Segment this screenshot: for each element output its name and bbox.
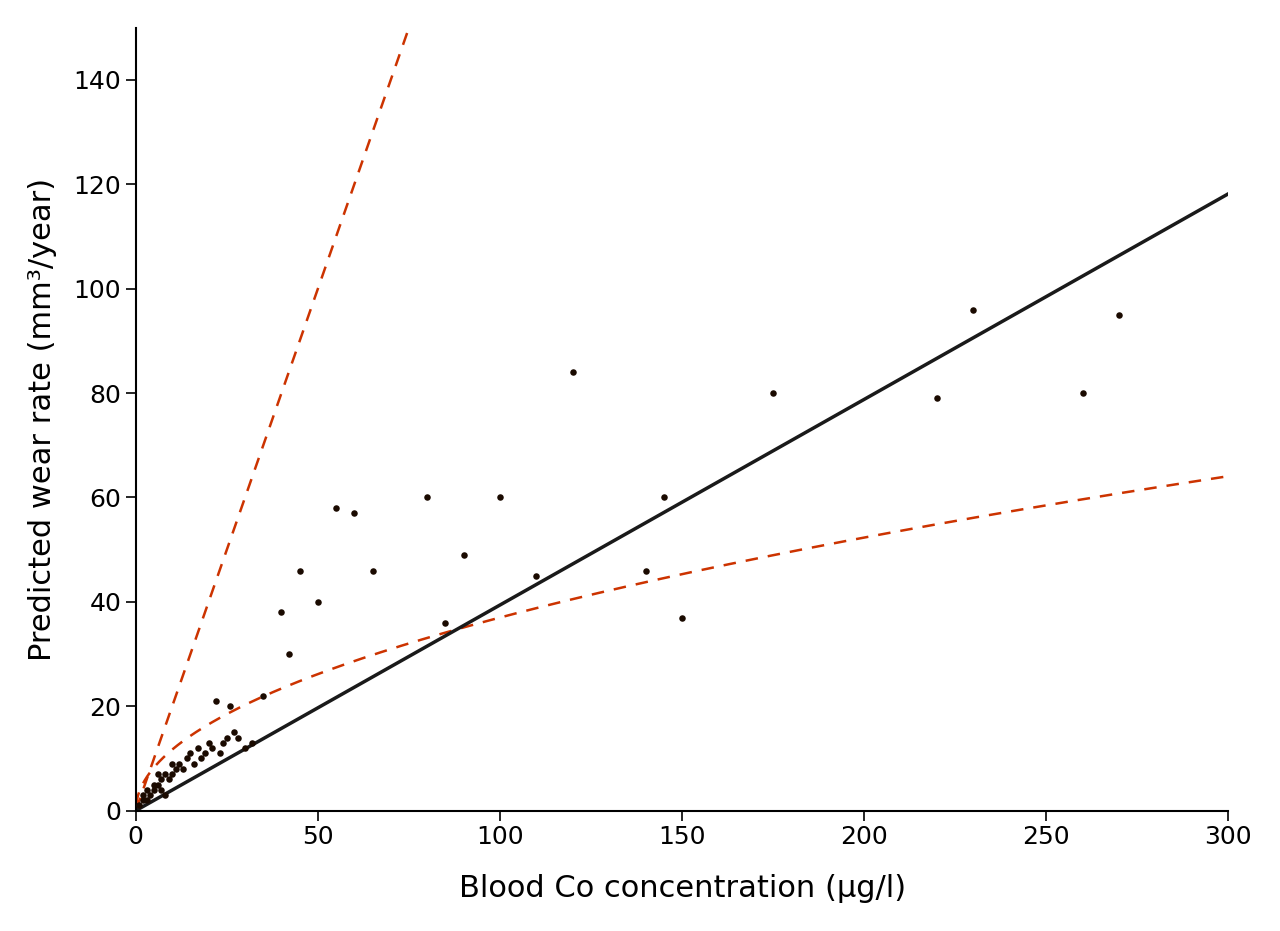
Point xyxy=(927,391,947,406)
Point xyxy=(137,793,157,808)
Point xyxy=(1108,307,1129,322)
Point xyxy=(490,490,511,505)
Point xyxy=(202,740,223,755)
Point xyxy=(143,782,164,797)
Point xyxy=(151,772,172,787)
Point xyxy=(206,694,227,708)
Point xyxy=(177,751,197,766)
Point xyxy=(173,762,193,776)
Point xyxy=(198,735,219,750)
Point xyxy=(763,385,783,400)
Point xyxy=(169,756,189,771)
Point xyxy=(184,756,205,771)
Point xyxy=(435,615,456,630)
Point xyxy=(253,688,274,703)
Point xyxy=(326,501,347,516)
Point xyxy=(147,777,168,792)
X-axis label: Blood Co concentration (μg/l): Blood Co concentration (μg/l) xyxy=(458,874,906,903)
Point xyxy=(151,782,172,797)
Point xyxy=(526,568,547,583)
Point xyxy=(362,563,383,578)
Point xyxy=(163,756,183,771)
Point xyxy=(271,605,292,620)
Point xyxy=(654,490,675,505)
Point xyxy=(210,746,230,761)
Point xyxy=(635,563,655,578)
Point xyxy=(964,303,984,317)
Point xyxy=(220,699,241,714)
Point xyxy=(191,751,211,766)
Point xyxy=(143,777,164,792)
Point xyxy=(180,746,201,761)
Point xyxy=(242,735,262,750)
Point xyxy=(163,766,183,781)
Point xyxy=(187,740,207,755)
Point xyxy=(672,610,692,625)
Point xyxy=(453,547,474,562)
Point xyxy=(165,762,186,776)
Point xyxy=(137,782,157,797)
Point xyxy=(563,365,584,380)
Point xyxy=(417,490,438,505)
Point xyxy=(307,594,328,609)
Point xyxy=(195,746,215,761)
Point xyxy=(133,793,154,808)
Point xyxy=(212,735,233,750)
Point xyxy=(344,506,365,520)
Point xyxy=(228,730,248,745)
Point xyxy=(140,788,160,803)
Point xyxy=(216,730,237,745)
Point xyxy=(147,766,168,781)
Point xyxy=(133,788,154,803)
Point xyxy=(159,772,179,787)
Point xyxy=(1073,385,1093,400)
Y-axis label: Predicted wear rate (mm³/year): Predicted wear rate (mm³/year) xyxy=(28,178,56,661)
Point xyxy=(155,788,175,803)
Point xyxy=(289,563,310,578)
Point xyxy=(234,740,255,755)
Point xyxy=(224,725,244,740)
Point xyxy=(155,766,175,781)
Point xyxy=(129,798,150,813)
Point xyxy=(279,647,300,662)
